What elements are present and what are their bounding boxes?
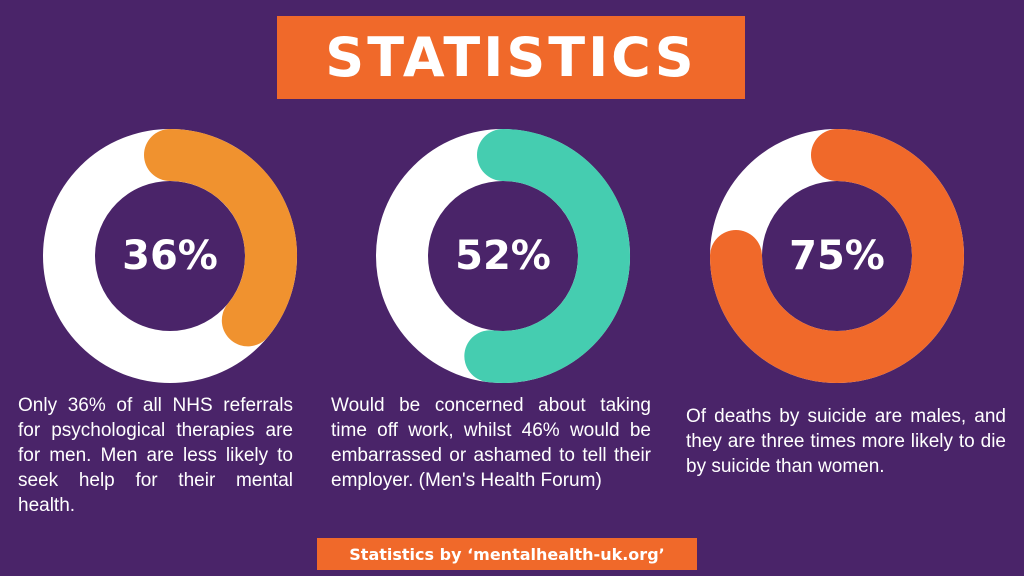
donut-arc-1 (144, 129, 297, 347)
donut-chart-1: 36% (42, 128, 298, 384)
title-banner: STATISTICS (277, 16, 745, 99)
source-credit: Statistics by ‘mentalhealth-uk.org’ (349, 544, 665, 564)
donut-chart-2: 52% (375, 128, 631, 384)
description-2: Would be concerned about taking time off… (331, 395, 651, 491)
footer-banner: Statistics by ‘mentalhealth-uk.org’ (317, 538, 697, 570)
donut-arc-2 (464, 129, 631, 383)
donut-svg-3 (710, 129, 964, 383)
donut-chart-3: 75% (709, 128, 965, 384)
description-1: Only 36% of all NHS referrals for psycho… (18, 395, 293, 516)
donut-value-label-2: 52% (455, 233, 551, 279)
description-3: Of deaths by suicide are males, and they… (686, 406, 1006, 477)
donut-value-label-1: 36% (122, 233, 218, 279)
donut-arc-3 (710, 129, 964, 383)
donut-value-label-3: 75% (789, 233, 885, 279)
page-title: STATISTICS (325, 25, 697, 89)
donut-svg-1 (43, 129, 297, 383)
donut-svg-2 (376, 129, 631, 383)
